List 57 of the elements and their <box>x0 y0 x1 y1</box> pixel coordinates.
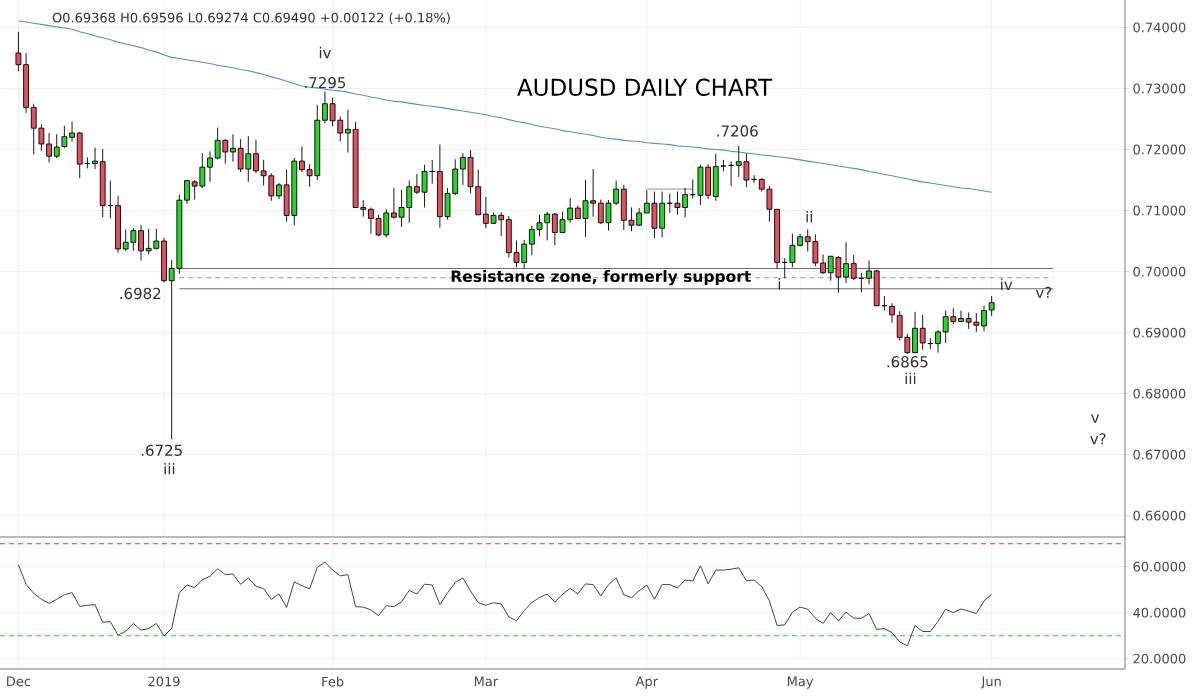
line-series <box>17 561 993 647</box>
y-tick-label: 20.0000 <box>1133 653 1186 664</box>
y-tick-label: 0.66000 <box>1133 510 1186 521</box>
y-tick-label: 0.68000 <box>1133 388 1186 399</box>
candlestick <box>207 150 213 183</box>
candlestick <box>919 314 926 351</box>
annotation: iv <box>319 46 332 59</box>
annotation: .7295 <box>305 76 346 89</box>
annotation: v? <box>1090 433 1106 445</box>
annotation: .6982 <box>120 287 161 300</box>
annotation: iv <box>1001 278 1013 291</box>
y-tick-label: 0.72000 <box>1133 144 1186 155</box>
annotation: iii <box>905 372 916 385</box>
annotation: .6865 <box>887 356 928 368</box>
candlestick <box>889 302 895 324</box>
y-tick-label: 0.69000 <box>1133 327 1186 338</box>
candlestick <box>988 295 995 317</box>
y-tick-label: 40.0000 <box>1133 607 1186 618</box>
x-tick-label: Jun <box>980 676 1001 689</box>
candlestick <box>720 159 727 172</box>
candlestick <box>46 132 52 163</box>
y-tick-label: 0.71000 <box>1133 205 1186 216</box>
y-tick-label: 0.70000 <box>1133 266 1186 277</box>
candlestick <box>299 146 305 173</box>
x-tick-label: Feb <box>322 676 344 687</box>
candlestick <box>935 329 941 354</box>
text: AUDUSD DAILY CHART <box>517 78 773 96</box>
y-tick-label: 60.0000 <box>1133 561 1186 572</box>
candlestick <box>92 147 98 170</box>
candlestick <box>843 241 849 284</box>
annotation: v <box>1091 414 1100 423</box>
annotation: iii <box>164 462 175 475</box>
annotation: .6725 <box>141 444 182 457</box>
candlestick <box>820 254 826 275</box>
y-tick-label: 0.74000 <box>1133 22 1186 33</box>
candlestick <box>230 133 236 163</box>
candlestick <box>958 310 964 323</box>
candlestick <box>866 260 872 285</box>
annotation: O0.69368 H0.69596 L0.69274 C0.69490 +0.00122 (+0.18%) <box>52 12 450 25</box>
candlestick <box>850 254 857 281</box>
annotation: i <box>778 278 781 290</box>
y-tick-label: 0.73000 <box>1133 83 1186 94</box>
annotation: ii <box>806 210 813 223</box>
annotation: .7206 <box>717 125 758 137</box>
candlestick <box>184 179 190 205</box>
x-tick-label: Apr <box>635 676 659 689</box>
x-tick-label: 2019 <box>148 676 180 687</box>
candlestick <box>138 224 144 262</box>
x-tick-label: Dec <box>7 676 31 687</box>
x-tick-label: Mar <box>474 676 499 687</box>
candlestick <box>981 305 987 332</box>
candlestick <box>69 120 75 143</box>
x-tick-label: May <box>787 676 814 689</box>
annotation: v? <box>1035 286 1052 298</box>
y-tick-label: 0.67000 <box>1133 449 1186 460</box>
ref-line-label: Resistance zone, formerly support <box>451 270 751 286</box>
candlestick <box>253 139 259 174</box>
